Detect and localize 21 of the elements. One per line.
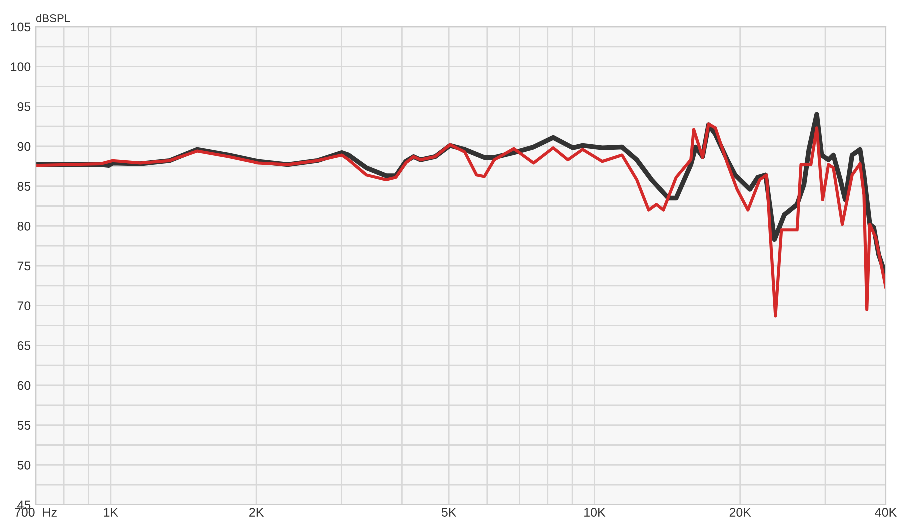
y-axis-title: dBSPL (36, 14, 70, 22)
y-tick-label: 80 (18, 222, 31, 231)
y-tick-label: 55 (18, 421, 31, 430)
x-tick-label: 40K (875, 508, 897, 517)
y-tick-label: 50 (18, 460, 31, 470)
y-tick-label: 65 (18, 341, 31, 350)
y-tick-label: 60 (18, 381, 31, 390)
x-tick-label: 2K (250, 508, 264, 517)
x-tick-label: 700 Hz (15, 508, 57, 517)
x-tick-label: 10K (584, 508, 606, 517)
y-tick-label: 95 (18, 102, 31, 112)
y-tick-label: 105 (11, 22, 31, 32)
y-tick-label: 90 (18, 142, 31, 152)
x-tick-label: 20K (730, 508, 752, 517)
y-tick-label: 85 (18, 182, 31, 191)
y-tick-label: 45 (18, 500, 31, 510)
y-tick-label: 70 (18, 302, 31, 310)
y-tick-label: 75 (18, 262, 31, 271)
x-tick-label: 1K (104, 508, 118, 517)
y-tick-label: 100 (11, 62, 31, 72)
x-tick-label: 5K (442, 508, 457, 517)
